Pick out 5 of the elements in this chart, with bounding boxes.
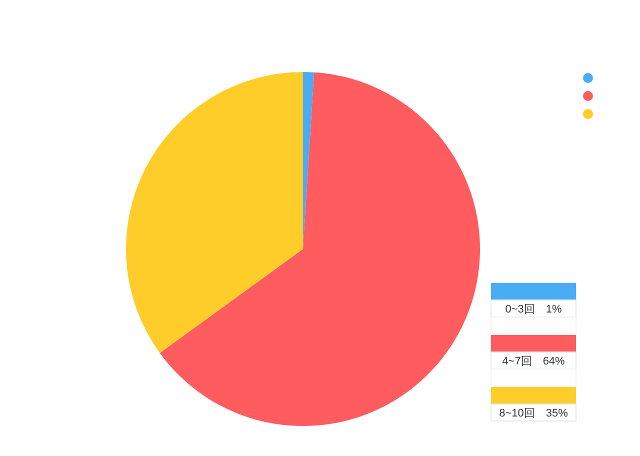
legend-label: 8~10回 35% bbox=[499, 408, 568, 420]
pie-slice bbox=[160, 72, 480, 426]
pie-slice bbox=[126, 72, 303, 354]
legend-label: 0~3回 1% bbox=[505, 304, 562, 316]
legend-label: 4~7回 64% bbox=[502, 356, 566, 368]
